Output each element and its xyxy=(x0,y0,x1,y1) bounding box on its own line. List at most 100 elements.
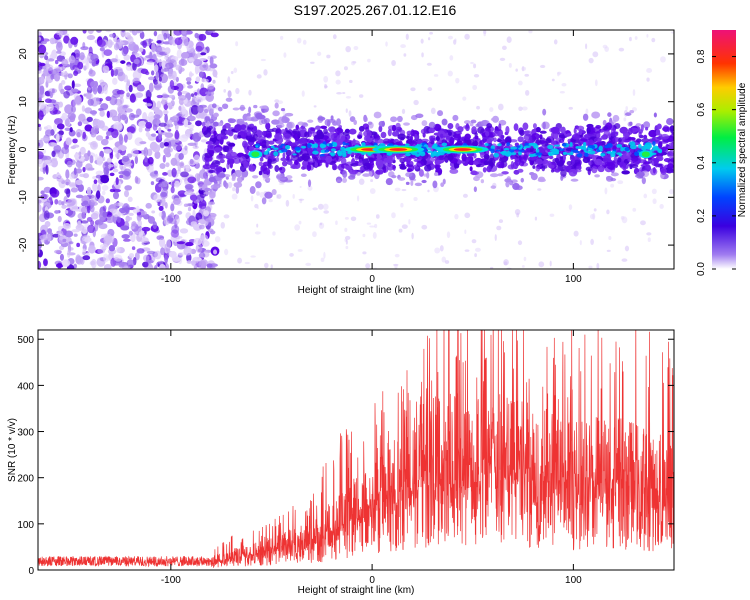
heatmap-cell xyxy=(426,150,433,154)
heatmap-cell xyxy=(44,55,49,61)
heatmap-cell xyxy=(208,176,217,183)
heatmap-cell xyxy=(190,221,198,226)
heatmap-cell xyxy=(494,234,497,242)
heatmap-cell xyxy=(480,179,485,184)
heatmap-cell xyxy=(38,239,43,250)
heatmap-cell xyxy=(186,80,192,85)
heatmap-cell xyxy=(321,144,327,148)
heatmap-cell xyxy=(198,71,204,78)
heatmap-cell xyxy=(72,144,80,148)
heatmap-cell xyxy=(213,130,217,136)
heatmap-cell xyxy=(525,89,530,96)
heatmap-cell xyxy=(428,135,434,141)
heatmap-cell xyxy=(319,222,323,226)
heatmap-cell xyxy=(571,158,576,165)
heatmap-cell xyxy=(210,91,215,96)
heatmap-cell xyxy=(200,52,207,56)
heatmap-cell xyxy=(561,82,567,87)
heatmap-cell xyxy=(593,137,602,142)
heatmap-cell xyxy=(41,40,47,45)
heatmap-cell xyxy=(669,149,674,155)
heatmap-cell xyxy=(647,237,651,243)
heatmap-cell xyxy=(174,130,180,140)
heatmap-cell xyxy=(156,46,166,52)
heatmap-cell xyxy=(174,37,183,46)
colorbar-tick-label: 0.4 xyxy=(696,155,707,169)
heatmap-cell xyxy=(101,125,109,131)
heatmap-cell xyxy=(508,63,512,68)
heatmap-cell xyxy=(126,126,136,134)
heatmap-cell xyxy=(284,145,291,150)
heatmap-cell xyxy=(435,136,440,142)
heatmap-cell xyxy=(326,120,331,127)
heatmap-cell xyxy=(634,36,638,40)
heatmap-cell xyxy=(38,110,44,121)
heatmap-cell xyxy=(95,170,104,176)
snr-y-tick-label: 300 xyxy=(17,428,34,439)
heatmap-cell xyxy=(397,133,406,140)
heatmap-cell xyxy=(161,60,165,70)
heatmap-cell xyxy=(158,212,163,217)
heatmap-cell xyxy=(401,108,406,115)
heatmap-cell xyxy=(241,173,245,181)
heatmap-cell xyxy=(40,190,45,195)
heatmap-cell xyxy=(344,227,348,232)
heatmap-cell xyxy=(66,160,73,168)
heatmap-cell xyxy=(365,263,371,269)
heatmap-cell xyxy=(627,127,633,135)
heatmap-cell xyxy=(537,188,542,191)
heatmap-cell xyxy=(173,120,178,126)
heatmap-cell xyxy=(196,52,201,58)
heatmap-cell xyxy=(335,70,341,77)
heatmap-cell xyxy=(60,70,68,76)
heatmap-cell xyxy=(65,169,70,179)
heatmap-cell xyxy=(223,145,230,153)
heatmap-cell xyxy=(596,262,600,269)
heatmap-cell xyxy=(447,123,454,130)
heatmap-cell xyxy=(113,188,121,193)
heatmap-cell xyxy=(188,71,193,78)
heatmap-cell xyxy=(469,166,473,172)
heatmap-cell xyxy=(348,175,356,180)
heatmap-cell xyxy=(420,38,424,44)
heatmap-cell xyxy=(332,142,338,147)
heatmap-cell xyxy=(57,215,62,223)
heatmap-cell xyxy=(112,191,120,200)
heatmap-cell xyxy=(159,264,166,269)
heatmap-cell xyxy=(40,238,46,243)
heatmap-cell xyxy=(631,163,639,169)
heatmap-cell xyxy=(521,106,528,111)
heatmap-cell xyxy=(579,240,582,246)
heatmap-cell xyxy=(554,157,560,163)
heatmap-cell xyxy=(158,76,162,82)
snr-x-label: Height of straight line (km) xyxy=(298,585,415,596)
heatmap-cell xyxy=(645,126,649,131)
heatmap-cell xyxy=(248,165,256,172)
heatmap-cell xyxy=(582,141,587,147)
heatmap-cell xyxy=(198,203,207,210)
heatmap-cell xyxy=(610,183,615,188)
heatmap-cell xyxy=(64,210,69,214)
heatmap-cell xyxy=(115,201,119,210)
heatmap-cell xyxy=(249,146,255,152)
heatmap-cell xyxy=(380,131,387,139)
heatmap-cell xyxy=(418,169,424,177)
heatmap-cell xyxy=(434,247,441,254)
heatmap-cell xyxy=(43,258,48,266)
heatmap-cell xyxy=(52,68,58,75)
heatmap-cell xyxy=(189,127,194,132)
heatmap-cell xyxy=(632,207,637,212)
heatmap-cell xyxy=(164,47,171,55)
heatmap-cell xyxy=(281,115,287,121)
heatmap-cell xyxy=(106,110,110,119)
heatmap-cell xyxy=(549,260,552,267)
heatmap-cell xyxy=(486,155,490,160)
heatmap-cell xyxy=(105,198,110,204)
heatmap-cell xyxy=(268,140,275,145)
heatmap-cell xyxy=(209,230,216,235)
heatmap-cell xyxy=(427,189,430,193)
heatmap-cell xyxy=(506,142,511,147)
heatmap-cell xyxy=(298,198,305,201)
heatmap-cell xyxy=(103,49,113,57)
heatmap-cell xyxy=(205,91,211,95)
